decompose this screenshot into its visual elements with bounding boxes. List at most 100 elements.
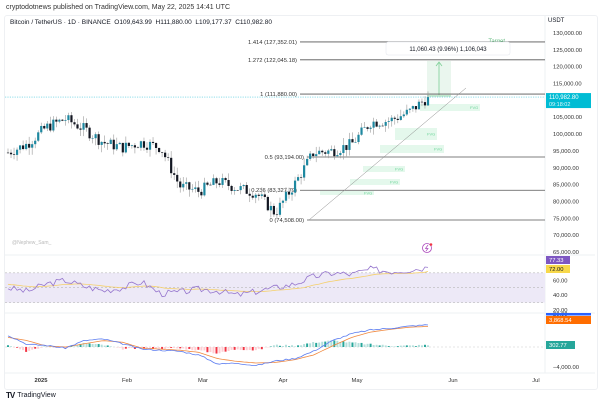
- candle: [369, 127, 372, 129]
- candle: [79, 128, 82, 130]
- macd-hist-bar: [197, 347, 200, 350]
- macd-hist-bar: [369, 343, 372, 347]
- price-tick: 90,000.00: [553, 166, 579, 172]
- trend-line[interactable]: [308, 87, 467, 221]
- candle: [61, 119, 64, 121]
- candle: [176, 174, 179, 182]
- candle: [34, 140, 37, 145]
- fvg-zone[interactable]: [380, 145, 444, 153]
- macd-hist-bar: [327, 340, 330, 347]
- macd-hist-bar: [10, 346, 13, 347]
- macd-hist-bar: [203, 347, 206, 351]
- macd-hist-bar: [297, 345, 300, 347]
- macd-hist-bar: [396, 346, 399, 347]
- price-tick: 115,000.00: [553, 82, 582, 88]
- fib-level-label: 0 (74,508.00): [270, 218, 305, 224]
- candle: [420, 101, 424, 103]
- macd-hist-bar: [7, 345, 9, 347]
- candle: [22, 145, 25, 150]
- macd-hist-bar: [291, 345, 294, 347]
- candle: [206, 182, 209, 185]
- date-tick: Apr: [278, 378, 287, 384]
- date-tick: Feb: [122, 378, 132, 384]
- fib-level-label: 0.236 (83,327.79): [251, 188, 297, 194]
- macd-hist-bar: [309, 343, 312, 347]
- macd-hist-bar: [145, 347, 148, 349]
- rsi-tick: 40.00: [553, 293, 568, 299]
- macd-hist-bar: [218, 347, 221, 354]
- macd-hist-bar: [248, 347, 251, 351]
- candle: [411, 106, 414, 109]
- macd-hist-bar: [176, 347, 179, 349]
- macd-hist-bar: [100, 344, 103, 347]
- macd-hist-bar: [85, 343, 88, 347]
- candle: [330, 149, 333, 151]
- candle: [293, 180, 297, 193]
- fvg-zone[interactable]: [420, 104, 480, 111]
- candle: [145, 147, 149, 150]
- macd-hist-bar: [387, 346, 390, 347]
- brand-name: TradingView: [17, 392, 56, 399]
- fib-level-label: 1.272 (122,045.18): [248, 58, 297, 64]
- watermark: @Nephew_Sam_: [12, 240, 51, 246]
- macd-hist-badge: [546, 341, 575, 349]
- candle: [185, 182, 188, 184]
- candle: [191, 188, 194, 190]
- macd-hist-bar: [257, 347, 260, 349]
- currency-label[interactable]: USDT: [548, 18, 565, 24]
- candle: [345, 145, 348, 150]
- candle: [306, 158, 309, 166]
- candle: [357, 134, 360, 143]
- candle: [130, 145, 133, 146]
- candle: [49, 123, 52, 131]
- macd-line: [7, 324, 429, 366]
- candle: [312, 153, 315, 157]
- macd-hist-bar: [414, 346, 417, 347]
- candle: [381, 125, 384, 127]
- macd-hist-bar: [372, 344, 375, 347]
- macd-hist-bar: [182, 347, 185, 349]
- candle: [372, 121, 375, 128]
- macd-hist-bar: [375, 344, 378, 347]
- macd-hist-bar: [312, 341, 315, 347]
- candle: [396, 118, 399, 120]
- price-tick: 70,000.00: [553, 233, 579, 239]
- macd-hist-bar: [19, 347, 22, 350]
- candle: [405, 109, 408, 115]
- macd-hist-bar: [152, 347, 155, 350]
- rsi-line: [7, 265, 429, 298]
- macd-hist-bar: [284, 344, 287, 347]
- fvg-zone[interactable]: [320, 191, 374, 195]
- macd-hist-bar: [91, 343, 94, 347]
- macd-hist-bar: [73, 346, 76, 347]
- candle: [164, 152, 167, 158]
- candle: [200, 191, 203, 196]
- rsi-value-badge: [546, 256, 570, 264]
- macd-hist-bar: [28, 347, 31, 351]
- macd-hist-bar: [170, 347, 173, 348]
- macd-hist-bar: [333, 340, 336, 347]
- fvg-zone[interactable]: [363, 166, 405, 172]
- macd-hist-bar: [363, 344, 366, 347]
- macd-hist-bar: [423, 344, 426, 347]
- macd-hist-bar: [275, 344, 278, 347]
- macd-hist-bar: [300, 345, 303, 347]
- alert-lightning-icon[interactable]: [422, 243, 432, 253]
- macd-hist-bar: [79, 343, 82, 347]
- macd-hist-bar: [127, 347, 130, 349]
- candle: [402, 114, 405, 117]
- candle: [333, 149, 336, 157]
- candle: [336, 155, 339, 157]
- candle: [218, 183, 221, 185]
- candle: [118, 142, 121, 145]
- candle: [303, 165, 306, 178]
- macd-hist-bar: [278, 345, 281, 347]
- macd-hist-bar: [97, 344, 100, 347]
- fvg-zone[interactable]: [350, 179, 400, 185]
- fvg-zone[interactable]: [395, 128, 437, 140]
- candle: [151, 141, 155, 143]
- macd-hist-bar: [417, 344, 420, 347]
- candle: [417, 101, 421, 110]
- macd-hist-bar: [34, 347, 37, 349]
